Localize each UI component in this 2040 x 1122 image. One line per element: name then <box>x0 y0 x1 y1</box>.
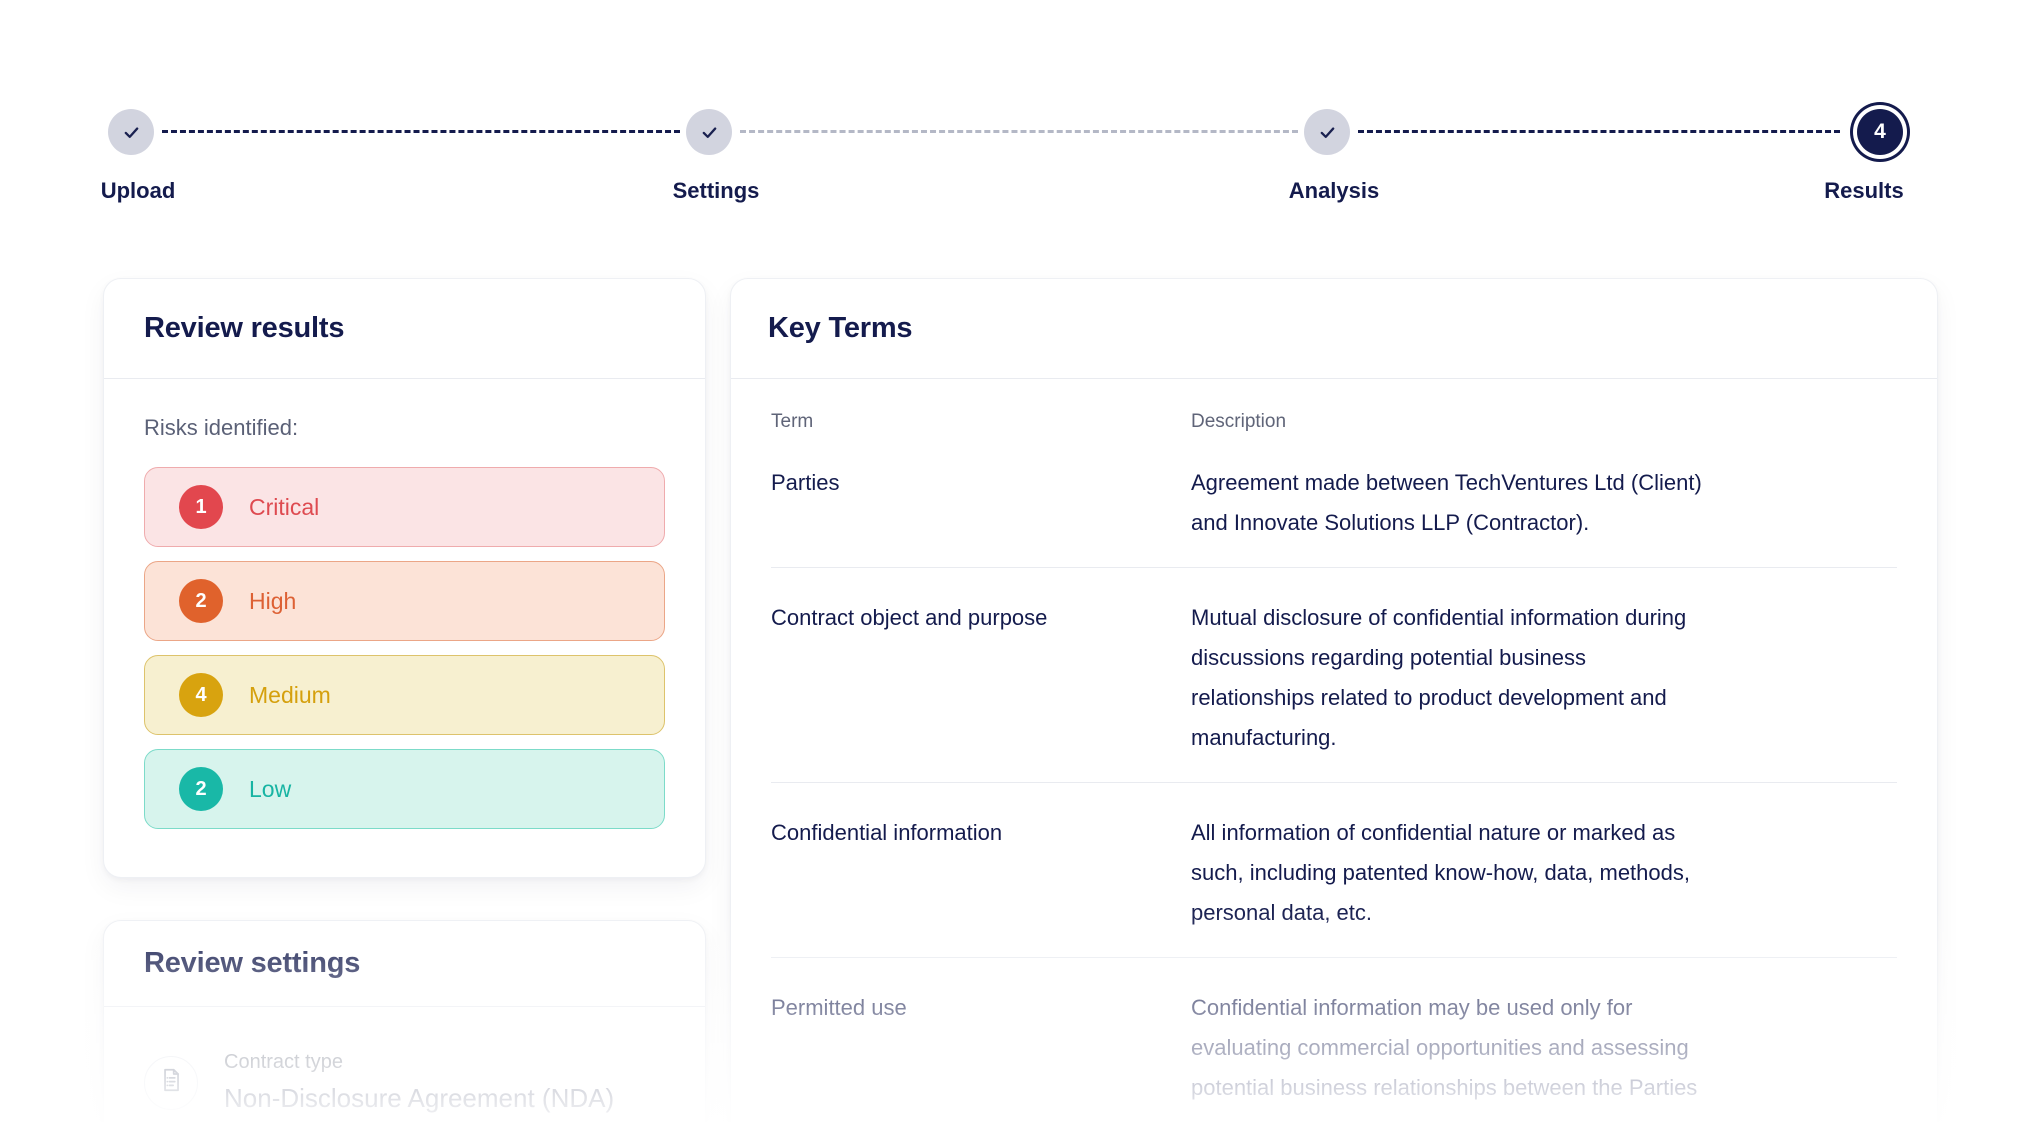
risk-list: 1 Critical 2 High 4 Medium 2 Low <box>144 467 665 829</box>
risk-count-badge: 1 <box>179 485 223 529</box>
review-settings-header: Review settings <box>104 921 705 1007</box>
key-term-row: Confidential information All information… <box>771 782 1897 957</box>
column-header-term: Term <box>771 411 814 432</box>
document-icon <box>158 1067 184 1098</box>
risk-label: Low <box>249 775 292 802</box>
key-term-name: Parties <box>771 470 840 495</box>
key-term-row: Contract object and purpose Mutual discl… <box>771 567 1897 782</box>
risk-label: Medium <box>249 681 331 708</box>
risks-identified-label: Risks identified: <box>144 415 299 440</box>
risk-count-badge: 2 <box>179 767 223 811</box>
check-icon <box>121 122 142 143</box>
key-terms-header: Key Terms <box>731 279 1937 379</box>
description-line: evaluating commercial opportunities and … <box>1191 1035 1689 1060</box>
description-line: and Innovate Solutions LLP (Contractor). <box>1191 510 1590 535</box>
step-number: 4 <box>1874 120 1886 143</box>
description-line: manufacturing. <box>1191 725 1337 750</box>
risk-count-badge: 4 <box>179 673 223 717</box>
description-line: discussions regarding potential business <box>1191 645 1587 670</box>
step-label-settings[interactable]: Settings <box>672 178 760 203</box>
step-circle-settings[interactable] <box>686 109 732 155</box>
step-label-upload[interactable]: Upload <box>100 178 176 203</box>
wizard-stepper: Upload Settings Analysis <box>0 0 2040 230</box>
key-term-description: Confidential information may be used onl… <box>1191 988 1897 1108</box>
stepper-connector-2 <box>740 130 1298 133</box>
contract-type-value: Non-Disclosure Agreement (NDA) <box>224 1083 615 1113</box>
key-term-name: Contract object and purpose <box>771 605 1048 630</box>
check-icon <box>1317 122 1338 143</box>
check-icon <box>699 122 720 143</box>
key-term-name: Confidential information <box>771 820 1003 845</box>
review-settings-card: Review settings Contract type Non-Disclo… <box>103 920 706 1122</box>
review-results-title: Review results <box>144 312 345 344</box>
key-terms-rows: Parties Agreement made between TechVentu… <box>771 433 1897 1122</box>
risk-row-critical[interactable]: 1 Critical <box>144 467 665 547</box>
step-circle-analysis[interactable] <box>1304 109 1350 155</box>
description-line: such, including patented know-how, data,… <box>1191 860 1690 885</box>
risk-row-medium[interactable]: 4 Medium <box>144 655 665 735</box>
review-settings-title: Review settings <box>144 947 361 979</box>
stepper-connector-1 <box>162 130 680 133</box>
risk-row-low[interactable]: 2 Low <box>144 749 665 829</box>
contract-type-icon-circle <box>144 1055 198 1110</box>
key-term-name: Permitted use <box>771 995 907 1020</box>
column-header-description: Description <box>1191 411 1287 432</box>
key-term-description: All information of confidential nature o… <box>1191 813 1897 933</box>
review-results-body: Risks identified: 1 Critical 2 High 4 Me… <box>104 379 705 829</box>
risk-row-high[interactable]: 2 High <box>144 561 665 641</box>
risk-label: High <box>249 587 297 614</box>
key-terms-card: Key Terms Term Description Parties Agree… <box>730 278 1938 1122</box>
key-terms-table-head: Term Description <box>771 379 1897 433</box>
review-results-card: Review results Risks identified: 1 Criti… <box>103 278 706 878</box>
stepper-connector-3 <box>1358 130 1840 133</box>
review-results-header: Review results <box>104 279 705 379</box>
key-term-row: Permitted use Confidential information m… <box>771 957 1897 1122</box>
description-line: personal data, etc. <box>1191 900 1373 925</box>
description-line: All information of confidential nature o… <box>1191 820 1676 845</box>
key-term-description: Mutual disclosure of confidential inform… <box>1191 598 1897 758</box>
key-terms-table: Term Description Parties Agreement made … <box>771 379 1897 1122</box>
risk-label: Critical <box>249 493 320 520</box>
description-line: potential business relationships between… <box>1191 1075 1698 1100</box>
description-line: relationships related to product develop… <box>1191 685 1667 710</box>
key-term-description: Agreement made between TechVentures Ltd … <box>1191 463 1897 543</box>
contract-type-field: Contract type Non-Disclosure Agreement (… <box>224 1051 614 1114</box>
contract-type-label: Contract type <box>224 1051 343 1073</box>
key-term-row: Parties Agreement made between TechVentu… <box>771 433 1897 567</box>
risk-count-badge: 2 <box>179 579 223 623</box>
step-label-analysis[interactable]: Analysis <box>1288 178 1380 203</box>
step-circle-results[interactable]: 4 <box>1857 109 1903 155</box>
key-terms-title: Key Terms <box>768 312 913 344</box>
description-line: Agreement made between TechVentures Ltd … <box>1191 470 1702 495</box>
step-circle-upload[interactable] <box>108 109 154 155</box>
description-line: Mutual disclosure of confidential inform… <box>1191 605 1687 630</box>
description-line: Confidential information may be used onl… <box>1191 995 1633 1020</box>
review-settings-body: Contract type Non-Disclosure Agreement (… <box>104 1007 705 1114</box>
step-label-results[interactable]: Results <box>1824 178 1904 203</box>
